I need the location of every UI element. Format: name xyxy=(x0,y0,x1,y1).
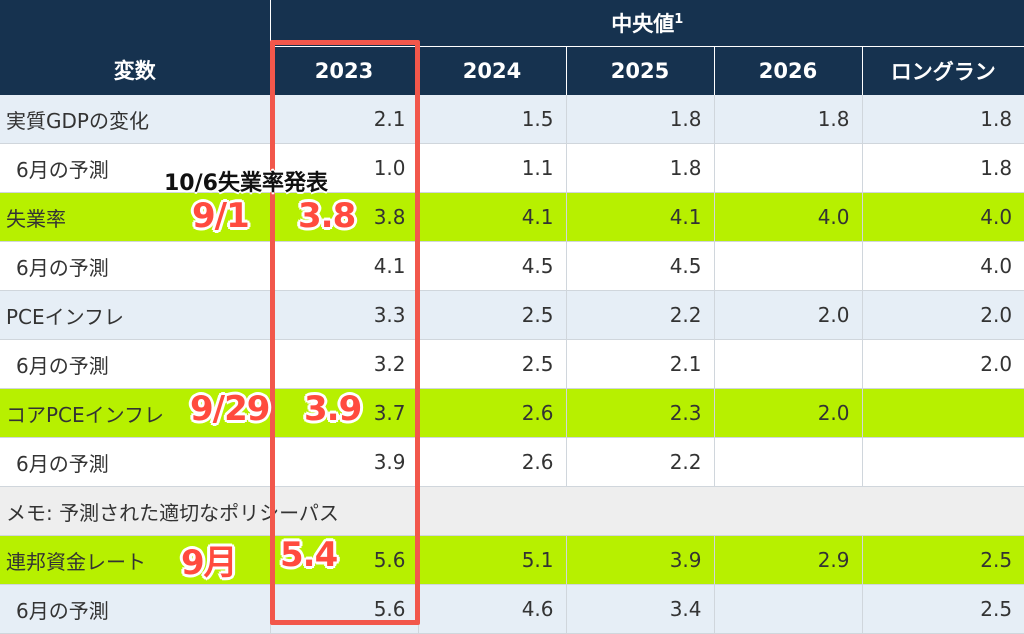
cell-value: 1.8 xyxy=(566,95,715,144)
cell-value: 2.9 xyxy=(714,535,863,585)
cell-value: 2.2 xyxy=(566,437,715,487)
row-label: 6月の予測 xyxy=(0,143,271,193)
cell-value: 5.6 xyxy=(270,584,419,634)
table-row-memo: メモ: 予測された適切なポリシーパス xyxy=(0,486,1024,536)
table-row: 6月の予測 3.2 2.5 2.1 2.0 xyxy=(0,339,1024,389)
cell-value xyxy=(862,388,1024,438)
table-row: 6月の予測 4.1 4.5 4.5 4.0 xyxy=(0,241,1024,291)
table-row: 実質GDPの変化 2.1 1.5 1.8 1.8 1.8 xyxy=(0,95,1024,144)
cell-value: 1.8 xyxy=(862,143,1024,193)
unemployment-date-annotation: 9/1 xyxy=(192,196,250,236)
row-label: 連邦資金レート xyxy=(0,535,271,585)
cell-value: 2.1 xyxy=(270,95,419,144)
row-label: PCEインフレ xyxy=(0,290,271,340)
cell-value: 2.0 xyxy=(862,339,1024,389)
cell-value: 1.0 xyxy=(270,143,419,193)
cell-value xyxy=(714,437,863,487)
row-label: 失業率 xyxy=(0,192,271,242)
cell-value: 1.5 xyxy=(418,95,567,144)
row-label: 6月の予測 xyxy=(0,584,271,634)
core-pce-value-annotation: 3.9 xyxy=(304,389,362,429)
fed-funds-value-annotation: 5.4 xyxy=(280,535,338,575)
cell-value xyxy=(714,143,863,193)
cell-value: 3.2 xyxy=(270,339,419,389)
cell-value: 4.0 xyxy=(862,241,1024,291)
cell-value: 2.5 xyxy=(862,535,1024,585)
cell-value: 3.7 xyxy=(270,388,419,438)
cell-value: 4.5 xyxy=(566,241,715,291)
header-longer-run: ロングラン xyxy=(862,46,1024,95)
table-row-highlighted: コアPCEインフレ 3.7 2.6 2.3 2.0 xyxy=(0,388,1024,438)
unemployment-value-annotation: 3.8 xyxy=(298,196,356,236)
cell-value: 2.3 xyxy=(566,388,715,438)
cell-value: 1.8 xyxy=(714,95,863,144)
memo-label: メモ: 予測された適切なポリシーパス xyxy=(0,486,1024,536)
cell-value: 2.0 xyxy=(862,290,1024,340)
header-median: 中央値1 xyxy=(270,0,1024,47)
header-year-2023: 2023 xyxy=(270,46,419,95)
cell-value: 2.0 xyxy=(714,388,863,438)
cell-value: 4.1 xyxy=(270,241,419,291)
cell-value: 2.0 xyxy=(714,290,863,340)
cell-value: 2.1 xyxy=(566,339,715,389)
cell-value: 2.5 xyxy=(418,290,567,340)
cell-value: 3.4 xyxy=(566,584,715,634)
cell-value: 2.6 xyxy=(418,437,567,487)
table-row: PCEインフレ 3.3 2.5 2.2 2.0 2.0 xyxy=(0,290,1024,340)
cell-value: 3.9 xyxy=(566,535,715,585)
cell-value: 4.1 xyxy=(566,192,715,242)
cell-value xyxy=(714,339,863,389)
row-label: 6月の予測 xyxy=(0,339,271,389)
cell-value: 4.5 xyxy=(418,241,567,291)
cell-value: 5.1 xyxy=(418,535,567,585)
highlight-box-2023 xyxy=(270,40,420,625)
cell-value: 2.6 xyxy=(418,388,567,438)
cell-value: 2.5 xyxy=(862,584,1024,634)
cell-value: 3.8 xyxy=(270,192,419,242)
cell-value: 4.0 xyxy=(862,192,1024,242)
release-note-annotation: 10/6失業率発表 xyxy=(164,171,328,196)
row-label: 実質GDPの変化 xyxy=(0,95,271,144)
table-row: 6月の予測 5.6 4.6 3.4 2.5 xyxy=(0,584,1024,634)
cell-value: 3.3 xyxy=(270,290,419,340)
cell-value xyxy=(714,241,863,291)
cell-value: 4.0 xyxy=(714,192,863,242)
header-variable: 変数 xyxy=(0,0,271,95)
fed-funds-date-annotation: 9月 xyxy=(181,543,238,583)
header-year-2024: 2024 xyxy=(418,46,567,95)
header-year-2025: 2025 xyxy=(566,46,715,95)
cell-value: 1.1 xyxy=(418,143,567,193)
cell-value xyxy=(714,584,863,634)
cell-value: 2.5 xyxy=(418,339,567,389)
table-row: 6月の予測 3.9 2.6 2.2 xyxy=(0,437,1024,487)
table-row: 6月の予測 1.0 1.1 1.8 1.8 xyxy=(0,143,1024,193)
cell-value: 1.8 xyxy=(566,143,715,193)
table-row-highlighted: 失業率 3.8 4.1 4.1 4.0 4.0 xyxy=(0,192,1024,242)
row-label: 6月の予測 xyxy=(0,241,271,291)
cell-value xyxy=(862,437,1024,487)
cell-value: 4.6 xyxy=(418,584,567,634)
header-year-2026: 2026 xyxy=(714,46,863,95)
core-pce-date-annotation: 9/29 xyxy=(190,389,270,429)
cell-value: 4.1 xyxy=(418,192,567,242)
table-row-highlighted: 連邦資金レート 5.6 5.1 3.9 2.9 2.5 xyxy=(0,535,1024,585)
row-label: コアPCEインフレ xyxy=(0,388,271,438)
cell-value: 1.8 xyxy=(862,95,1024,144)
row-label: 6月の予測 xyxy=(0,437,271,487)
footnote-marker[interactable]: 1 xyxy=(674,12,684,27)
cell-value: 2.2 xyxy=(566,290,715,340)
